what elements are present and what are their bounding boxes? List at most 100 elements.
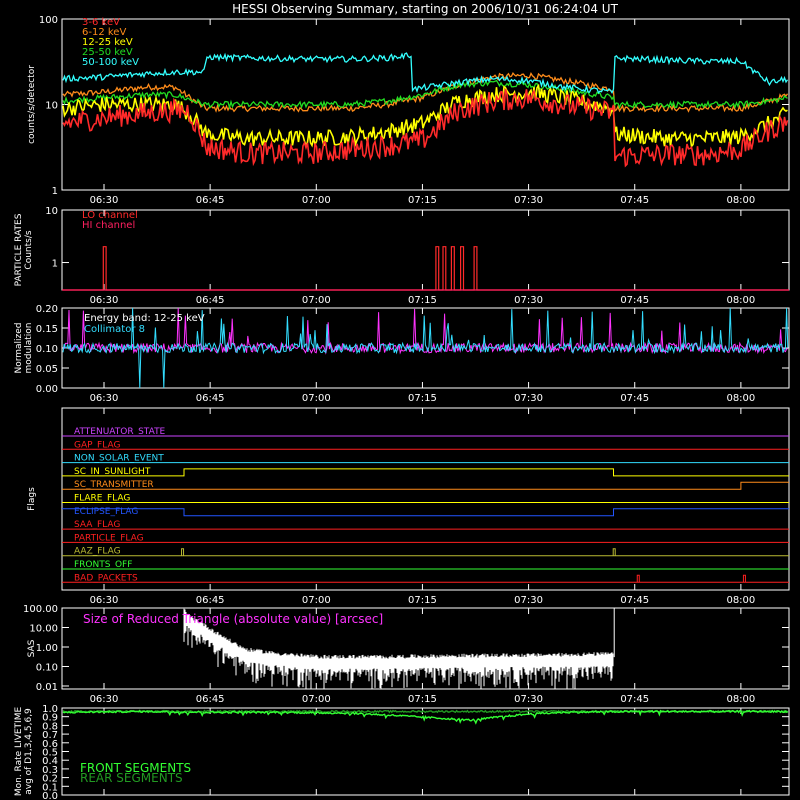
- particle-xtick-label: 07:15: [408, 295, 437, 306]
- modulation-xtick-label: 07:15: [408, 393, 437, 404]
- sas-ytick-label: 1.00: [36, 643, 58, 654]
- rates-legend-entry: 3-6 keV: [82, 17, 120, 28]
- rates-series-25-50-keV: [62, 79, 788, 110]
- flag-label: ATTENUATOR_STATE: [74, 427, 166, 437]
- figure-title: HESSI Observing Summary, starting on 200…: [232, 2, 618, 16]
- livetime-legend-entry: REAR SEGMENTS: [80, 771, 183, 785]
- modulation-ylabel: Normalized: [14, 322, 24, 373]
- rates-legend-entry: 50-100 keV: [82, 57, 139, 68]
- flags-xtick-label: 07:00: [302, 595, 331, 606]
- particle-frame: [61, 209, 790, 291]
- particle-legend-entry: LO channel: [82, 210, 138, 221]
- sas-annotation: Size of Reduced Triangle (absolute value…: [83, 612, 383, 626]
- particle-xtick-label: 07:45: [620, 295, 649, 306]
- flag-line: [62, 574, 789, 583]
- livetime-ytick-label: 0.8: [42, 721, 58, 732]
- modulation-ytick-label: 0.05: [36, 364, 58, 375]
- particle-xtick-label: 07:00: [302, 295, 331, 306]
- particle-ylabel: PARTICLE RATES: [14, 213, 24, 286]
- sas-xtick-label: 06:30: [90, 694, 119, 705]
- particle-xtick-label: 08:00: [726, 295, 755, 306]
- flag-label: PARTICLE_FLAG: [74, 533, 144, 543]
- livetime-ytick-label: 0.0: [42, 791, 58, 800]
- rates-xtick-label: 07:15: [408, 195, 437, 206]
- flag-label: SC_IN_SUNLIGHT: [74, 467, 151, 477]
- rates-xtick-label: 07:30: [514, 195, 543, 206]
- flags-ylabel: Flags: [27, 487, 37, 511]
- modulation-xtick-label: 06:45: [196, 393, 225, 404]
- sas-xtick-label: 08:00: [726, 694, 755, 705]
- modulation-xtick-label: 08:00: [726, 393, 755, 404]
- modulation-series-1: [62, 307, 789, 389]
- rates-ylabel: counts/s/detector: [27, 65, 37, 144]
- livetime-ytick-label: 0.2: [42, 774, 58, 785]
- sas-xtick-label: 07:15: [408, 694, 437, 705]
- modulation-xtick-label: 07:30: [514, 393, 543, 404]
- modulation-xtick-label: 07:00: [302, 393, 331, 404]
- particle-xtick-label: 07:30: [514, 295, 543, 306]
- flag-label: BAD_PACKETS: [74, 573, 138, 583]
- rates-legend-entry: 6-12 keV: [82, 27, 126, 38]
- rates-xtick-label: 06:30: [90, 195, 119, 206]
- particle-ytick-label: 10: [45, 206, 58, 217]
- flag-label: FLARE_FLAG: [74, 494, 130, 504]
- sas-ytick-label: 0.10: [36, 662, 58, 673]
- sas-ytick-label: 100.00: [23, 604, 58, 615]
- flags-xtick-label: 08:00: [726, 595, 755, 606]
- livetime-series-0: [62, 709, 789, 725]
- modulation-ytick-label: 0.20: [36, 304, 58, 315]
- sas-frame: [61, 607, 790, 690]
- rates-ytick-label: 10: [45, 101, 58, 112]
- particle-xtick-label: 06:30: [90, 295, 119, 306]
- flag-line: [62, 548, 789, 557]
- sas-xtick-label: 07:45: [620, 694, 649, 705]
- sas-series: [183, 608, 615, 689]
- flag-line: [62, 508, 789, 517]
- flag-line: [62, 468, 789, 477]
- flags-xtick-label: 07:15: [408, 595, 437, 606]
- sas-xtick-label: 07:30: [514, 694, 543, 705]
- modulation-xtick-label: 06:30: [90, 393, 119, 404]
- modulation-annotation: Energy band: 12-25 keV: [84, 313, 205, 324]
- particle-legend-entry: HI channel: [82, 220, 135, 231]
- modulation-ytick-label: 0.00: [36, 384, 58, 395]
- rates-series-3-6-keV: [62, 88, 789, 168]
- modulation-ylabel: modulation: [24, 323, 34, 374]
- flag-label: FRONTS_OFF: [74, 560, 132, 570]
- flags-xtick-label: 07:30: [514, 595, 543, 606]
- modulation-series-0: [62, 307, 788, 355]
- livetime-ytick-label: 1.0: [42, 704, 58, 715]
- rates-series-12-25-keV: [62, 83, 788, 149]
- modulation-annotation: Collimator 8: [84, 324, 145, 335]
- rates-ytick-label: 100: [39, 15, 58, 26]
- particle-xtick-label: 06:45: [196, 295, 225, 306]
- rates-series-group: [62, 52, 789, 168]
- flags-xtick-label: 07:45: [620, 595, 649, 606]
- rates-xtick-label: 07:45: [620, 195, 649, 206]
- flags-xtick-label: 06:30: [90, 595, 119, 606]
- livetime-ytick-label: 0.6: [42, 739, 58, 750]
- flag-label: GAP_FLAG: [74, 440, 120, 450]
- rates-xtick-label: 07:00: [302, 195, 331, 206]
- flag-label: ECLIPSE_FLAG: [74, 507, 138, 517]
- flags-frame: [61, 407, 790, 591]
- rates-legend-entry: 12-25 keV: [82, 37, 133, 48]
- sas-xtick-label: 06:45: [196, 694, 225, 705]
- rates-xtick-label: 08:00: [726, 195, 755, 206]
- livetime-ytick-label: 0.1: [42, 782, 58, 793]
- livetime-ytick-label: 0.5: [42, 748, 58, 759]
- flags-xtick-label: 06:45: [196, 595, 225, 606]
- particle-ylabel: Counts/s: [24, 230, 34, 269]
- sas-ytick-label: 0.01: [36, 682, 58, 693]
- livetime-ytick-label: 0.3: [42, 765, 58, 776]
- flag-label: SC_TRANSMITTER: [74, 480, 154, 490]
- modulation-ytick-label: 0.15: [36, 324, 58, 335]
- sas-xtick-label: 07:00: [302, 694, 331, 705]
- livetime-legend-entry: FRONT SEGMENTS: [80, 761, 191, 775]
- modulation-ytick-label: 0.10: [36, 344, 58, 355]
- livetime-ytick-label: 0.7: [42, 730, 58, 741]
- particle-series-LO-channel: [62, 246, 789, 291]
- livetime-ylabel: avg of D1,3,4,5,6,9: [24, 708, 34, 795]
- rates-series-6-12-keV: [62, 72, 789, 114]
